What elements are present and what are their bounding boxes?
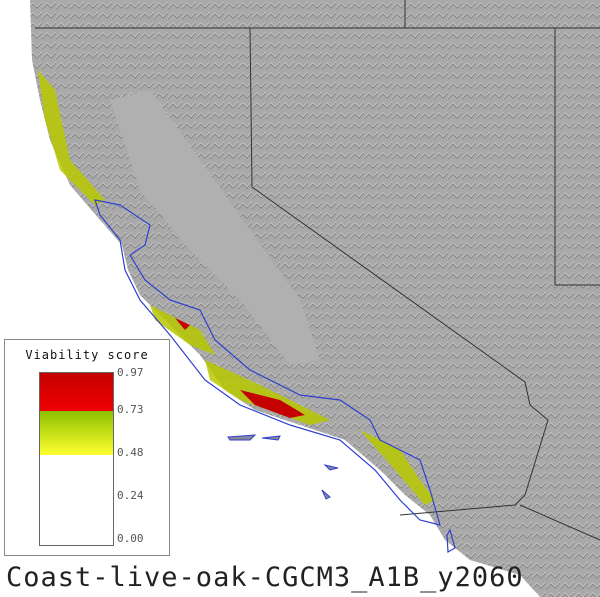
- legend-mid-band: [40, 411, 113, 455]
- legend-tick: 0.00: [117, 532, 144, 545]
- legend-color-bar: [39, 372, 114, 546]
- map-title: Coast-live-oak-CGCM3_A1B_y2060: [6, 562, 524, 593]
- central-valley: [110, 90, 320, 365]
- legend-tick: 0.97: [117, 366, 144, 379]
- viability-high-patches: [175, 318, 305, 418]
- legend: Viability score 0.97 0.73 0.48 0.24 0.00: [4, 339, 170, 556]
- legend-tick: 0.73: [117, 403, 144, 416]
- channel-islands: [227, 434, 339, 500]
- current-range-outline: [94, 199, 456, 554]
- state-borders: [35, 0, 600, 541]
- legend-tick: 0.24: [117, 489, 144, 502]
- legend-tick: 0.48: [117, 446, 144, 459]
- legend-title: Viability score: [25, 348, 149, 362]
- viability-low-patches: [38, 70, 435, 505]
- legend-high-band: [40, 373, 113, 411]
